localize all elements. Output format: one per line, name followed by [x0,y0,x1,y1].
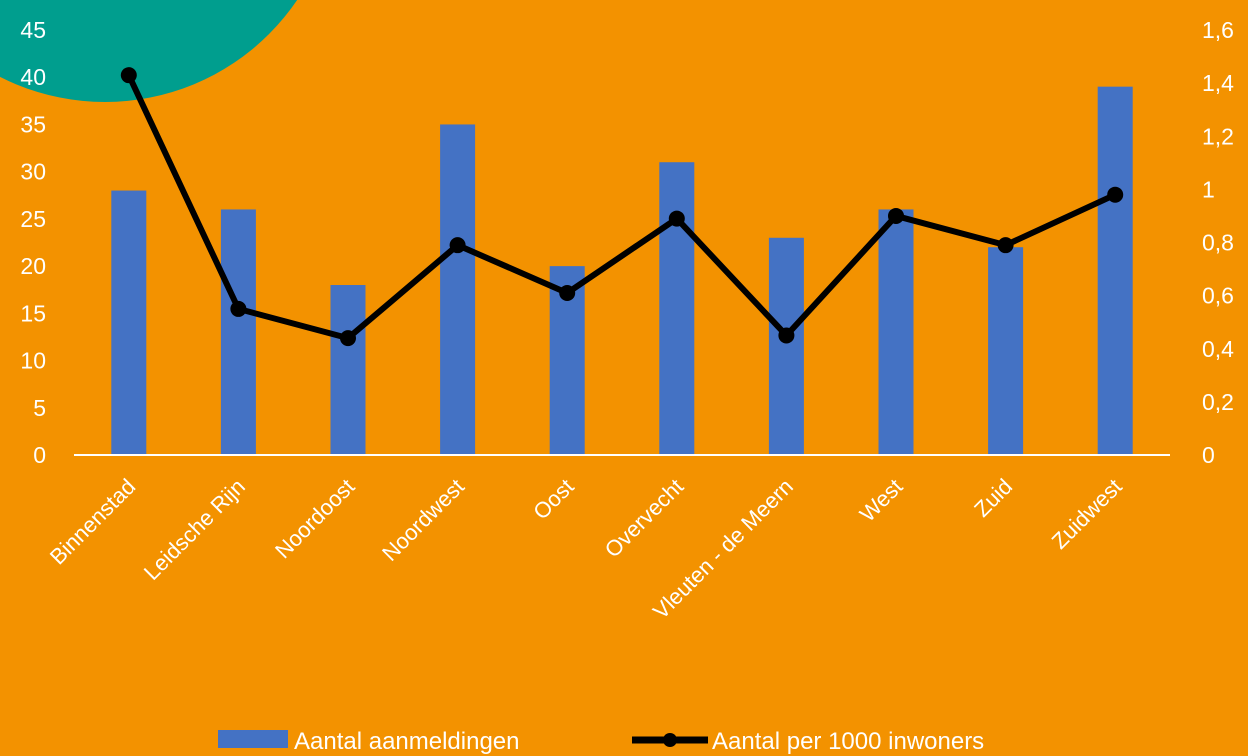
legend-line-label: Aantal per 1000 inwoners [712,728,984,755]
right-axis-ticks: 0 0,2 0,4 0,6 0,8 1 1,2 1,4 1,6 [1202,17,1234,468]
line-point-0 [120,67,137,84]
category-label: West [855,474,908,527]
bar-2 [330,285,366,455]
line-point-2 [340,330,356,347]
line-point-1 [230,300,247,317]
bar-3 [440,124,476,455]
category-label: Binnenstad [45,474,141,570]
line-point-3 [449,237,466,254]
line-path [126,73,1117,342]
line-point-8 [997,237,1014,254]
right-tick-label: 0,2 [1202,389,1234,415]
category-label: Zuid [969,474,1017,522]
left-tick-label: 40 [20,64,46,90]
category-label: Noordwest [377,474,469,566]
bar-series [111,86,1133,456]
bar-7 [878,209,914,455]
line-point-9 [1107,186,1124,203]
line-point-7 [888,207,904,224]
bar-1 [220,209,256,455]
category-label: Zuidwest [1047,474,1127,554]
right-tick-label: 0,4 [1202,336,1234,362]
left-tick-label: 45 [20,17,46,43]
bar-9 [1097,86,1133,456]
bar-0 [111,190,147,456]
left-tick-label: 10 [20,348,46,374]
bar-6 [768,237,804,455]
right-tick-label: 1 [1202,176,1215,202]
right-tick-label: 0 [1202,442,1215,468]
left-tick-label: 0 [33,442,46,468]
left-tick-label: 20 [20,253,46,279]
left-tick-label: 25 [20,206,46,232]
line-point-4 [559,284,576,301]
left-tick-label: 35 [20,111,46,137]
right-tick-label: 1,6 [1202,17,1234,43]
line-point-5 [668,210,685,227]
legend-bar-label: Aantal aanmeldingen [294,728,520,755]
legend-bar-swatch [218,730,288,748]
category-label: Leidsche Rijn [139,474,250,585]
bar-5 [659,162,695,455]
category-label: Noordoost [270,474,359,563]
line-point-6 [778,327,795,344]
right-tick-label: 0,8 [1202,230,1234,256]
line-series [120,67,1124,347]
category-label: Overvecht [600,474,689,563]
bar-8 [988,247,1024,455]
legend: Aantal aanmeldingen Aantal per 1000 inwo… [218,728,984,755]
category-label: Oost [528,474,579,525]
decorative-teal-circle [0,0,298,102]
right-tick-label: 1,4 [1202,70,1234,96]
right-tick-label: 0,6 [1202,283,1234,309]
left-tick-label: 30 [20,159,46,185]
left-tick-label: 15 [20,300,46,326]
right-tick-label: 1,2 [1202,123,1234,149]
left-axis-ticks: 0 5 10 15 20 25 30 35 40 45 [20,17,46,468]
legend-line-marker [663,733,677,747]
left-tick-label: 5 [33,395,46,421]
